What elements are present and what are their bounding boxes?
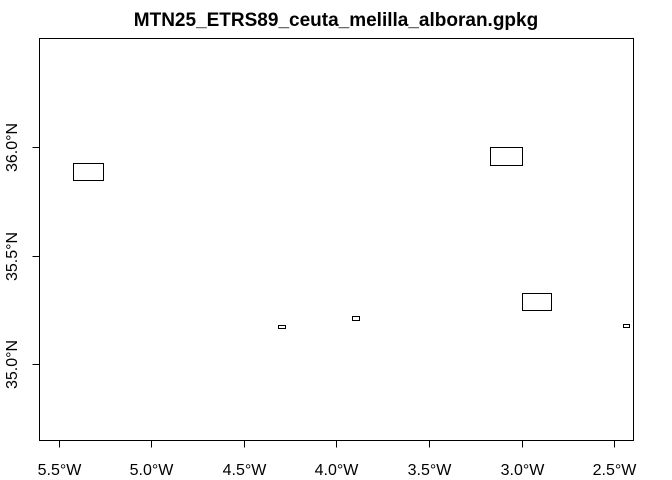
y-tick-label: 35.5°N — [4, 232, 21, 281]
y-tick-label: 36.0°N — [4, 123, 21, 172]
x-tick-label: 2.5°W — [593, 462, 638, 479]
map-sheet-feature — [522, 293, 552, 311]
x-tick-label: 5.5°W — [38, 462, 83, 479]
x-tick-label: 3.0°W — [501, 462, 546, 479]
y-tick-label: 35.0°N — [4, 340, 21, 389]
map-sheet-feature — [73, 163, 104, 181]
map-features — [73, 147, 630, 329]
y-axis: 35.0°N 35.5°N 36.0°N — [4, 123, 40, 389]
map-sheet-feature — [623, 324, 630, 328]
x-tick-label: 3.5°W — [408, 462, 453, 479]
x-tick-label: 4.5°W — [223, 462, 268, 479]
map-title: MTN25_ETRS89_ceuta_melilla_alboran.gpkg — [134, 10, 538, 31]
map-sheet-feature — [490, 147, 523, 166]
plot-frame — [39, 38, 634, 441]
x-tick-label: 4.0°W — [315, 462, 360, 479]
x-axis: 5.5°W 5.0°W 4.5°W 4.0°W 3.5°W 3.0°W 2.5°W — [38, 440, 638, 479]
map-sheet-feature — [352, 316, 360, 321]
x-tick-label: 5.0°W — [130, 462, 175, 479]
map-sheet-feature — [278, 325, 286, 329]
